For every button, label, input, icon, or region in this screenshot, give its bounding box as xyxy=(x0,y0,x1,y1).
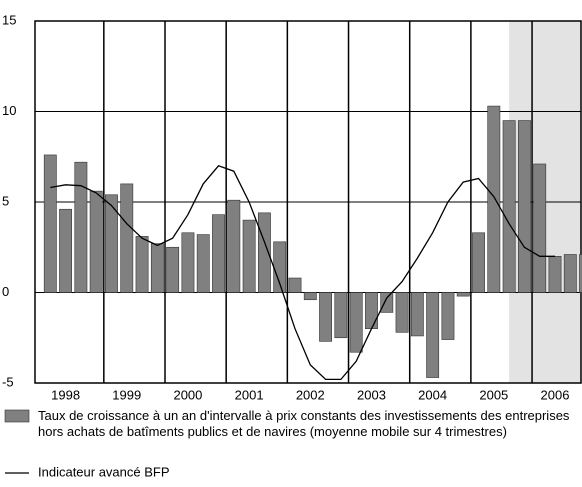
y-tick-label: 10 xyxy=(2,103,16,118)
bar xyxy=(227,199,241,293)
x-tick-label: 2004 xyxy=(418,387,447,402)
bar xyxy=(242,219,256,293)
bar xyxy=(395,292,409,333)
bar xyxy=(319,292,333,342)
x-tick-label: 1998 xyxy=(51,387,80,402)
bar xyxy=(105,194,118,293)
x-tick-label: 1999 xyxy=(112,387,141,402)
bar xyxy=(533,163,547,293)
bar xyxy=(288,277,302,293)
bar xyxy=(579,254,582,293)
legend-label: Taux de croissance à un an d'intervalle … xyxy=(38,408,570,439)
bar xyxy=(59,208,73,293)
x-tick-label: 2000 xyxy=(173,387,202,402)
bar xyxy=(548,255,562,293)
legend-label: Indicateur avancé BFP xyxy=(38,464,170,479)
legend-swatch xyxy=(4,409,30,423)
x-tick-label: 2002 xyxy=(296,387,325,402)
bar xyxy=(120,183,134,293)
bar xyxy=(456,292,470,297)
bar xyxy=(181,232,195,293)
bar xyxy=(426,292,440,378)
legend-entry: Taux de croissance à un an d'intervalle … xyxy=(38,408,570,439)
bar xyxy=(487,105,501,293)
bar xyxy=(380,292,394,313)
bar xyxy=(135,236,149,293)
y-tick-label: 5 xyxy=(2,193,9,208)
bar xyxy=(303,292,317,301)
bar xyxy=(365,292,378,330)
bar xyxy=(166,246,180,293)
bar xyxy=(212,214,225,293)
bar xyxy=(196,234,210,293)
x-tick-label: 2006 xyxy=(541,387,570,402)
x-tick-label: 2001 xyxy=(235,387,264,402)
x-tick-label: 2003 xyxy=(357,387,386,402)
y-tick-label: -5 xyxy=(2,374,14,389)
bar xyxy=(472,232,485,293)
bar xyxy=(89,190,103,293)
bar xyxy=(349,292,363,353)
bar xyxy=(74,161,88,293)
bar xyxy=(563,254,577,293)
y-tick-label: 15 xyxy=(2,12,16,27)
bar xyxy=(43,154,57,293)
bar xyxy=(502,120,516,293)
bar xyxy=(441,292,455,340)
line xyxy=(50,165,555,381)
bar xyxy=(334,292,348,339)
y-tick-label: 0 xyxy=(2,284,9,299)
bar xyxy=(517,120,531,293)
plot-frame xyxy=(34,20,582,384)
bar xyxy=(410,292,424,337)
x-tick-label: 2005 xyxy=(479,387,508,402)
bar xyxy=(150,243,164,293)
